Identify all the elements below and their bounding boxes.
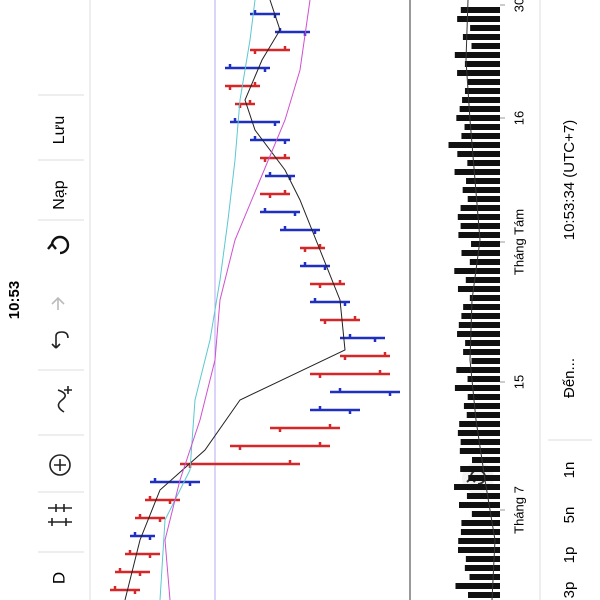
volume-bar xyxy=(460,466,500,472)
volume-bar xyxy=(457,430,501,436)
volume-bar xyxy=(457,286,500,292)
volume-bar xyxy=(462,34,500,40)
volume-bar xyxy=(469,259,501,265)
volume-bar xyxy=(469,574,500,580)
reset-button[interactable] xyxy=(47,235,70,255)
volume-bar xyxy=(471,241,500,247)
date-label: 30 xyxy=(511,0,526,12)
volume-bar xyxy=(465,556,501,562)
volume-bar xyxy=(458,538,501,544)
volume-bar xyxy=(465,340,501,346)
date-axis: Tháng 7 15 Tháng Tám 16 30 xyxy=(500,0,526,534)
volume-bar xyxy=(467,160,500,166)
volume-bar xyxy=(469,295,501,301)
volume-bar xyxy=(458,322,501,328)
volume-bar xyxy=(461,520,501,526)
volume-bar xyxy=(458,547,501,553)
volume-bar xyxy=(456,367,501,373)
save-button[interactable]: Lưu xyxy=(51,116,68,145)
volume-bar xyxy=(461,250,500,256)
volume-bar xyxy=(459,448,501,454)
down-bars xyxy=(110,46,390,594)
volume-bar xyxy=(470,25,500,31)
volume-bars xyxy=(448,7,501,598)
volume-bar xyxy=(462,97,501,103)
deposit-button[interactable]: Nạp xyxy=(51,180,68,209)
volume-bar xyxy=(466,412,501,418)
volume-bar xyxy=(464,88,500,94)
volume-bar xyxy=(460,529,500,535)
volume-bar xyxy=(464,61,501,67)
volume-bar xyxy=(457,331,501,337)
volume-bar xyxy=(471,358,500,364)
volume-bar xyxy=(457,151,501,157)
volume-bar xyxy=(454,52,500,58)
volume-bar xyxy=(459,421,500,427)
range-button[interactable]: 5n xyxy=(561,507,578,524)
volume-bar xyxy=(471,511,501,517)
up-bars xyxy=(130,10,400,540)
date-label: 15 xyxy=(511,375,526,389)
volume-bar xyxy=(461,313,501,319)
volume-bar xyxy=(454,268,500,274)
volume-bar xyxy=(461,133,501,139)
volume-bar xyxy=(468,592,500,598)
interval-button[interactable]: D xyxy=(49,572,68,584)
range-button[interactable]: 1n xyxy=(561,462,578,479)
volume-bar xyxy=(454,385,500,391)
date-label: Tháng Tám xyxy=(511,209,526,275)
volume-average xyxy=(465,0,496,600)
volume-bar xyxy=(459,106,501,112)
volume-bar xyxy=(467,394,500,400)
volume-bar xyxy=(455,583,500,589)
volume-bar xyxy=(463,304,501,310)
volume-bar xyxy=(466,493,500,499)
undo-button[interactable] xyxy=(51,331,69,349)
volume-bar xyxy=(464,565,500,571)
volume-bar xyxy=(463,349,501,355)
volume-bar xyxy=(467,196,501,202)
volume-bar xyxy=(457,214,501,220)
redo-button[interactable] xyxy=(51,296,65,310)
goto-button[interactable]: Đến... xyxy=(561,358,578,398)
volume-bar xyxy=(454,169,500,175)
moving-average xyxy=(159,0,256,600)
drawing-button[interactable] xyxy=(57,386,72,413)
volume-bar xyxy=(457,16,500,22)
volume-bar xyxy=(467,376,500,382)
volume-bar xyxy=(466,178,501,184)
volume-bar xyxy=(458,502,501,508)
volume-bar xyxy=(448,142,500,148)
range-bar: 3p 1p 5n 1n xyxy=(561,462,578,599)
volume-bar xyxy=(467,79,500,85)
volume-bar xyxy=(463,403,501,409)
add-button[interactable] xyxy=(49,454,71,476)
volume-bar xyxy=(460,7,500,13)
volume-bar xyxy=(464,124,500,130)
clock: 10:53:34 (UTC+7) xyxy=(561,120,578,240)
volume-bar xyxy=(471,43,501,49)
range-button[interactable]: 1p xyxy=(561,547,578,564)
volume-bar xyxy=(472,457,500,463)
indicators-button[interactable] xyxy=(48,504,72,526)
date-label: 16 xyxy=(511,111,526,125)
volume-bar xyxy=(460,223,500,229)
moving-average xyxy=(164,0,311,600)
volume-bar xyxy=(462,187,501,193)
volume-bar xyxy=(454,484,500,490)
date-label: Tháng 7 xyxy=(511,486,526,534)
volume-bar xyxy=(460,205,500,211)
volume-bar xyxy=(460,439,500,445)
volume-bar xyxy=(468,475,501,481)
range-button[interactable]: 3p xyxy=(561,582,578,599)
status-time: 10:53 xyxy=(6,281,23,319)
volume-bar xyxy=(457,70,500,76)
moving-average xyxy=(124,0,346,600)
volume-bar xyxy=(456,115,501,121)
volume-bar xyxy=(465,277,501,283)
